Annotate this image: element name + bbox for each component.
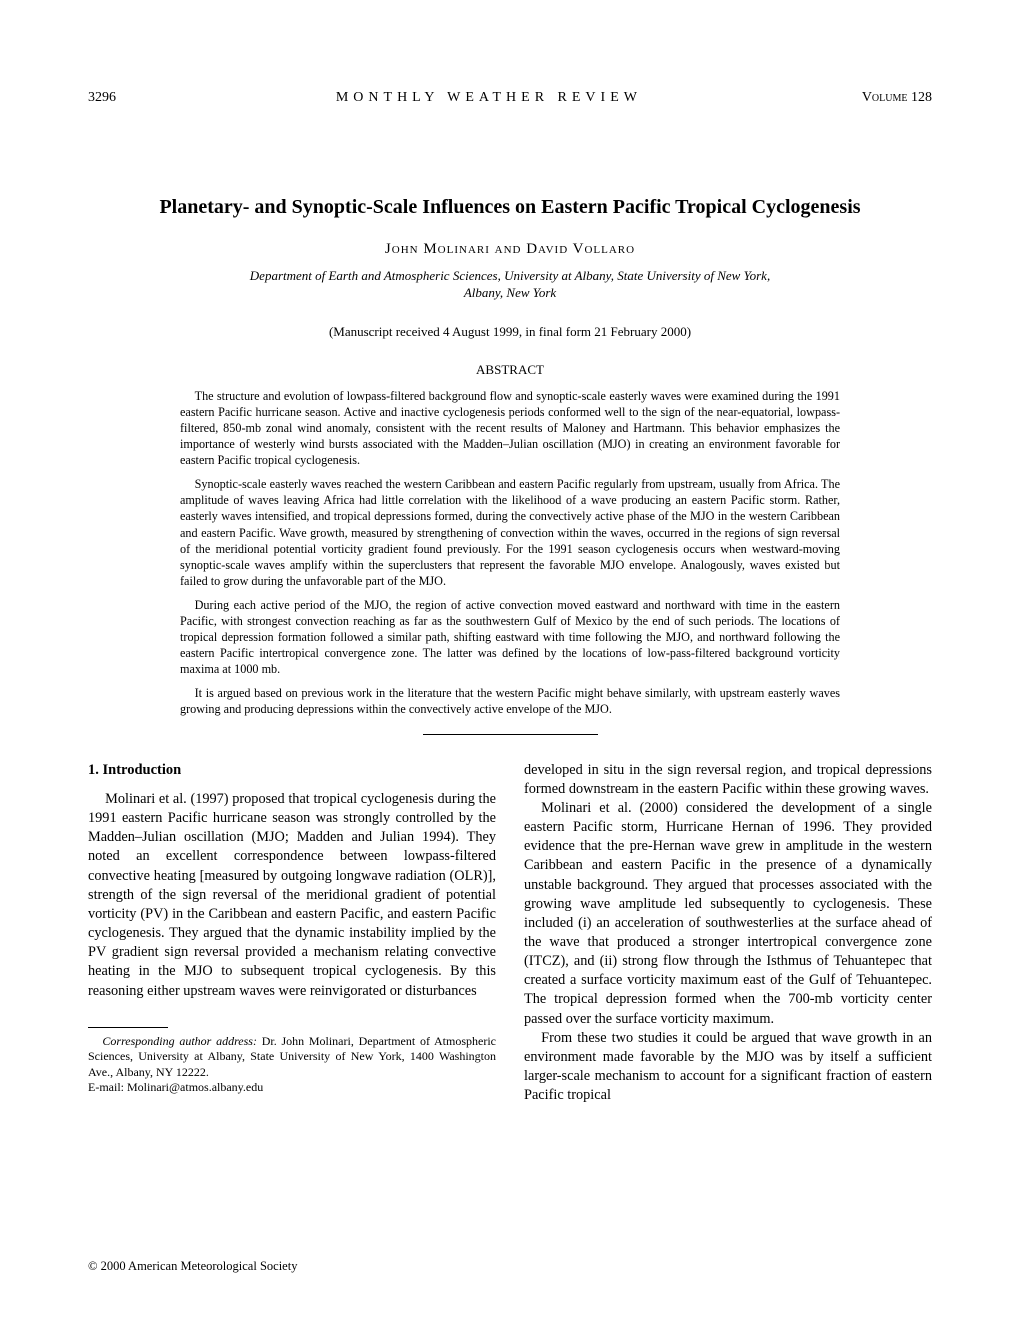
affiliation-line-1: Department of Earth and Atmospheric Scie… — [250, 268, 770, 283]
authors: John Molinari and David Vollaro — [88, 241, 932, 258]
volume-label: Volume 128 — [862, 90, 932, 106]
footnote-rule — [88, 1027, 168, 1028]
right-column: developed in situ in the sign reversal r… — [524, 761, 932, 1106]
abstract-paragraph: The structure and evolution of lowpass-f… — [180, 388, 840, 468]
body-paragraph: From these two studies it could be argue… — [524, 1029, 932, 1106]
abstract-paragraph: Synoptic-scale easterly waves reached th… — [180, 476, 840, 589]
abstract-heading: ABSTRACT — [88, 362, 932, 378]
body-paragraph: Molinari et al. (2000) considered the de… — [524, 799, 932, 1029]
left-column: 1. Introduction Molinari et al. (1997) p… — [88, 761, 496, 1106]
footnote-email: E-mail: Molinari@atmos.albany.edu — [88, 1080, 496, 1096]
abstract-paragraph: It is argued based on previous work in t… — [180, 685, 840, 717]
volume-number: 128 — [911, 90, 932, 105]
footnote-label: Corresponding author address: — [102, 1034, 257, 1048]
volume-word: Volume — [862, 90, 908, 105]
running-header: 3296 MONTHLY WEATHER REVIEW Volume 128 — [88, 90, 932, 106]
corresponding-author-footnote: Corresponding author address: Dr. John M… — [88, 1034, 496, 1081]
body-paragraph: Molinari et al. (1997) proposed that tro… — [88, 790, 496, 1001]
paper-title: Planetary- and Synoptic-Scale Influences… — [88, 196, 932, 219]
body-paragraph: developed in situ in the sign reversal r… — [524, 761, 932, 799]
journal-title: MONTHLY WEATHER REVIEW — [336, 90, 642, 106]
affiliation: Department of Earth and Atmospheric Scie… — [88, 268, 932, 302]
section-divider — [423, 734, 598, 735]
affiliation-line-2: Albany, New York — [464, 285, 556, 300]
page-number: 3296 — [88, 90, 116, 106]
abstract-paragraph: During each active period of the MJO, th… — [180, 597, 840, 677]
section-heading: 1. Introduction — [88, 761, 496, 780]
body-columns: 1. Introduction Molinari et al. (1997) p… — [88, 761, 932, 1106]
manuscript-dates: (Manuscript received 4 August 1999, in f… — [88, 324, 932, 340]
copyright-notice: © 2000 American Meteorological Society — [88, 1259, 297, 1274]
